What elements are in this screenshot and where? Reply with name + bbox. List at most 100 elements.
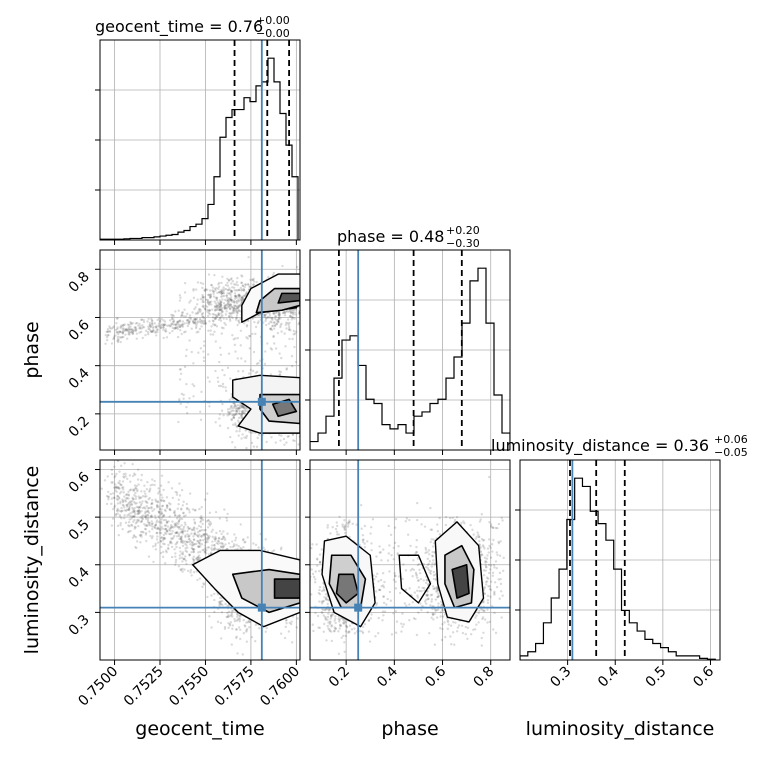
sample-point [151, 478, 154, 481]
sample-point [147, 327, 150, 331]
sample-point [183, 365, 187, 369]
sample-point [213, 317, 217, 321]
sample-point [150, 520, 153, 523]
sample-point [163, 527, 167, 531]
sample-point [367, 619, 371, 622]
sample-point [254, 623, 258, 627]
sample-point [305, 302, 307, 304]
sample-point [195, 303, 199, 306]
sample-point [181, 553, 185, 556]
sample-point [127, 508, 130, 512]
sample-point [278, 373, 281, 377]
sample-point [222, 530, 225, 533]
sample-point [217, 308, 220, 311]
sample-point [163, 542, 166, 546]
sample-point [160, 511, 163, 515]
sample-point [234, 409, 238, 413]
sample-point [215, 315, 218, 318]
sample-point [174, 326, 177, 329]
sample-point [155, 334, 158, 337]
sample-point [192, 550, 195, 553]
sample-point [156, 501, 160, 504]
sample-point [190, 327, 193, 330]
sample-point [220, 637, 223, 640]
sample-point [278, 314, 281, 317]
sample-point [244, 407, 247, 411]
sample-point [310, 593, 313, 596]
sample-point [198, 541, 201, 544]
sample-point [208, 309, 211, 312]
sample-point [310, 568, 313, 571]
sample-point [251, 317, 255, 320]
sample-point [200, 528, 204, 532]
sample-point [286, 435, 290, 438]
sample-point [218, 413, 222, 416]
sample-point [132, 328, 136, 332]
sample-point [211, 528, 214, 531]
sample-point [235, 296, 238, 300]
sample-point [184, 315, 188, 318]
sample-point [180, 332, 184, 336]
sample-point [287, 435, 290, 438]
sample-point [320, 611, 323, 614]
sample-point [194, 557, 198, 560]
sample-point [143, 495, 147, 498]
sample-point [203, 533, 206, 536]
sample-point [314, 611, 317, 615]
sample-point [179, 568, 183, 572]
sample-point [234, 423, 237, 427]
sample-point [188, 320, 191, 323]
sample-point [178, 525, 181, 529]
sample-point [196, 534, 200, 538]
sample-point [140, 502, 143, 505]
sample-point [226, 366, 230, 370]
sample-point [116, 494, 119, 498]
sample-point [226, 281, 229, 284]
sample-point [288, 337, 291, 341]
sample-point [370, 548, 373, 552]
sample-point [294, 360, 298, 364]
histogram-phase [310, 267, 510, 450]
sample-point [179, 328, 182, 332]
sample-point [176, 325, 180, 328]
sample-point [215, 531, 218, 535]
sample-point [236, 419, 240, 422]
sample-point [140, 533, 143, 536]
sample-point [155, 531, 159, 535]
panel-geocent_time-phase: 0.20.40.60.8 [66, 249, 308, 455]
sample-point [180, 535, 183, 538]
sample-point [191, 544, 195, 547]
sample-point [222, 302, 226, 305]
sample-point [203, 340, 206, 343]
sample-point [123, 329, 126, 333]
sample-point [144, 514, 147, 517]
sample-point [113, 476, 116, 479]
sample-point [204, 307, 207, 310]
sample-point [212, 290, 215, 293]
sample-point [231, 423, 235, 426]
sample-point [121, 325, 124, 328]
contour [277, 292, 300, 304]
sample-point [287, 323, 290, 327]
sample-point [227, 305, 231, 308]
sample-point [118, 497, 121, 500]
sample-point [278, 313, 281, 316]
sample-point [192, 526, 196, 529]
sample-point [278, 370, 281, 373]
sample-point [213, 547, 216, 551]
sample-point [132, 498, 135, 501]
sample-point [241, 411, 245, 415]
sample-point [363, 542, 366, 545]
sample-point [240, 416, 243, 420]
sample-point [190, 544, 194, 547]
sample-point [174, 523, 178, 527]
sample-point [255, 445, 259, 449]
sample-point [179, 568, 182, 571]
sample-point [133, 515, 136, 518]
sample-point [239, 344, 242, 347]
sample-point [306, 302, 308, 304]
sample-point [262, 546, 265, 549]
sample-point [240, 300, 243, 303]
sample-point [169, 508, 172, 512]
sample-point [186, 546, 189, 549]
